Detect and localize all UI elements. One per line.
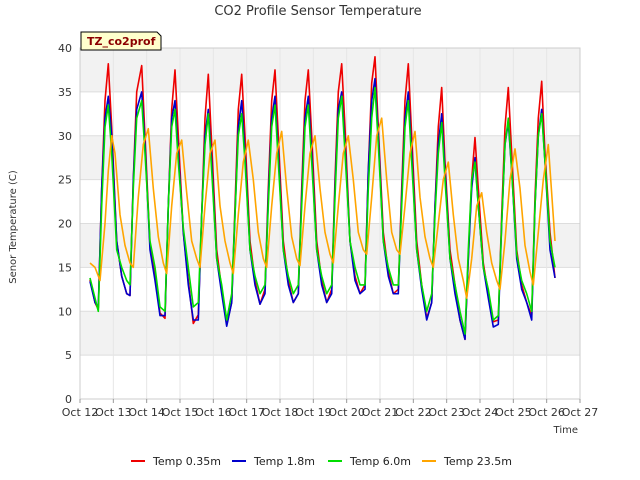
y-axis-label: Senor Temperature (C) [8, 170, 19, 284]
plot-band [80, 311, 580, 356]
site-tag-label: TZ_co2prof [87, 35, 156, 48]
y-tick-label: 40 [58, 42, 72, 55]
series-line-1 [89, 55, 556, 341]
y-tick-label: 0 [65, 393, 72, 406]
y-axis-ticks: 0 5 10 15 20 25 30 35 40 [58, 42, 72, 406]
x-tick-label: Oct 16 [195, 406, 232, 419]
x-tick-label: Oct 20 [328, 406, 365, 419]
y-tick-label: 5 [65, 349, 72, 362]
legend-label-2: Temp 1.8m [253, 455, 315, 468]
y-tick-label: 15 [58, 261, 72, 274]
x-tick-label: Oct 21 [362, 406, 399, 419]
x-tick-label: Oct 26 [528, 406, 565, 419]
x-tick-label: Oct 13 [95, 406, 132, 419]
series-line-4 [89, 117, 556, 299]
x-tick-label: Oct 18 [262, 406, 299, 419]
x-axis-label: Time [553, 425, 578, 436]
x-tick-label: Oct 25 [495, 406, 532, 419]
x-tick-label: Oct 17 [228, 406, 265, 419]
x-tick-label: Oct 14 [128, 406, 165, 419]
y-tick-label: 30 [58, 130, 72, 143]
x-tick-label: Oct 22 [395, 406, 432, 419]
y-tick-label: 20 [58, 218, 72, 231]
legend-label-3: Temp 6.0m [349, 455, 411, 468]
x-tick-label: Oct 19 [295, 406, 332, 419]
chart-title: CO2 Profile Sensor Temperature [214, 4, 421, 19]
legend-label-1: Temp 0.35m [152, 455, 221, 468]
y-tick-label: 25 [58, 174, 72, 187]
plot-band [80, 135, 580, 180]
series-line-3 [89, 86, 556, 335]
series-lines [89, 55, 556, 341]
x-tick-label: Oct 12 [62, 406, 99, 419]
plot-band [80, 48, 580, 92]
x-tick-label: Oct 27 [562, 406, 599, 419]
x-tick-label: Oct 24 [462, 406, 499, 419]
x-tick-label: Oct 15 [162, 406, 199, 419]
legend: Temp 0.35m Temp 1.8m Temp 6.0m Temp 23.5m [131, 455, 512, 468]
plot-frame [79, 47, 581, 400]
legend-label-4: Temp 23.5m [443, 455, 512, 468]
y-tick-label: 10 [58, 305, 72, 318]
site-tag: TZ_co2prof [80, 31, 162, 51]
x-tick-label: Oct 23 [428, 406, 465, 419]
y-tick-label: 35 [58, 86, 72, 99]
plot-bands [80, 48, 580, 356]
